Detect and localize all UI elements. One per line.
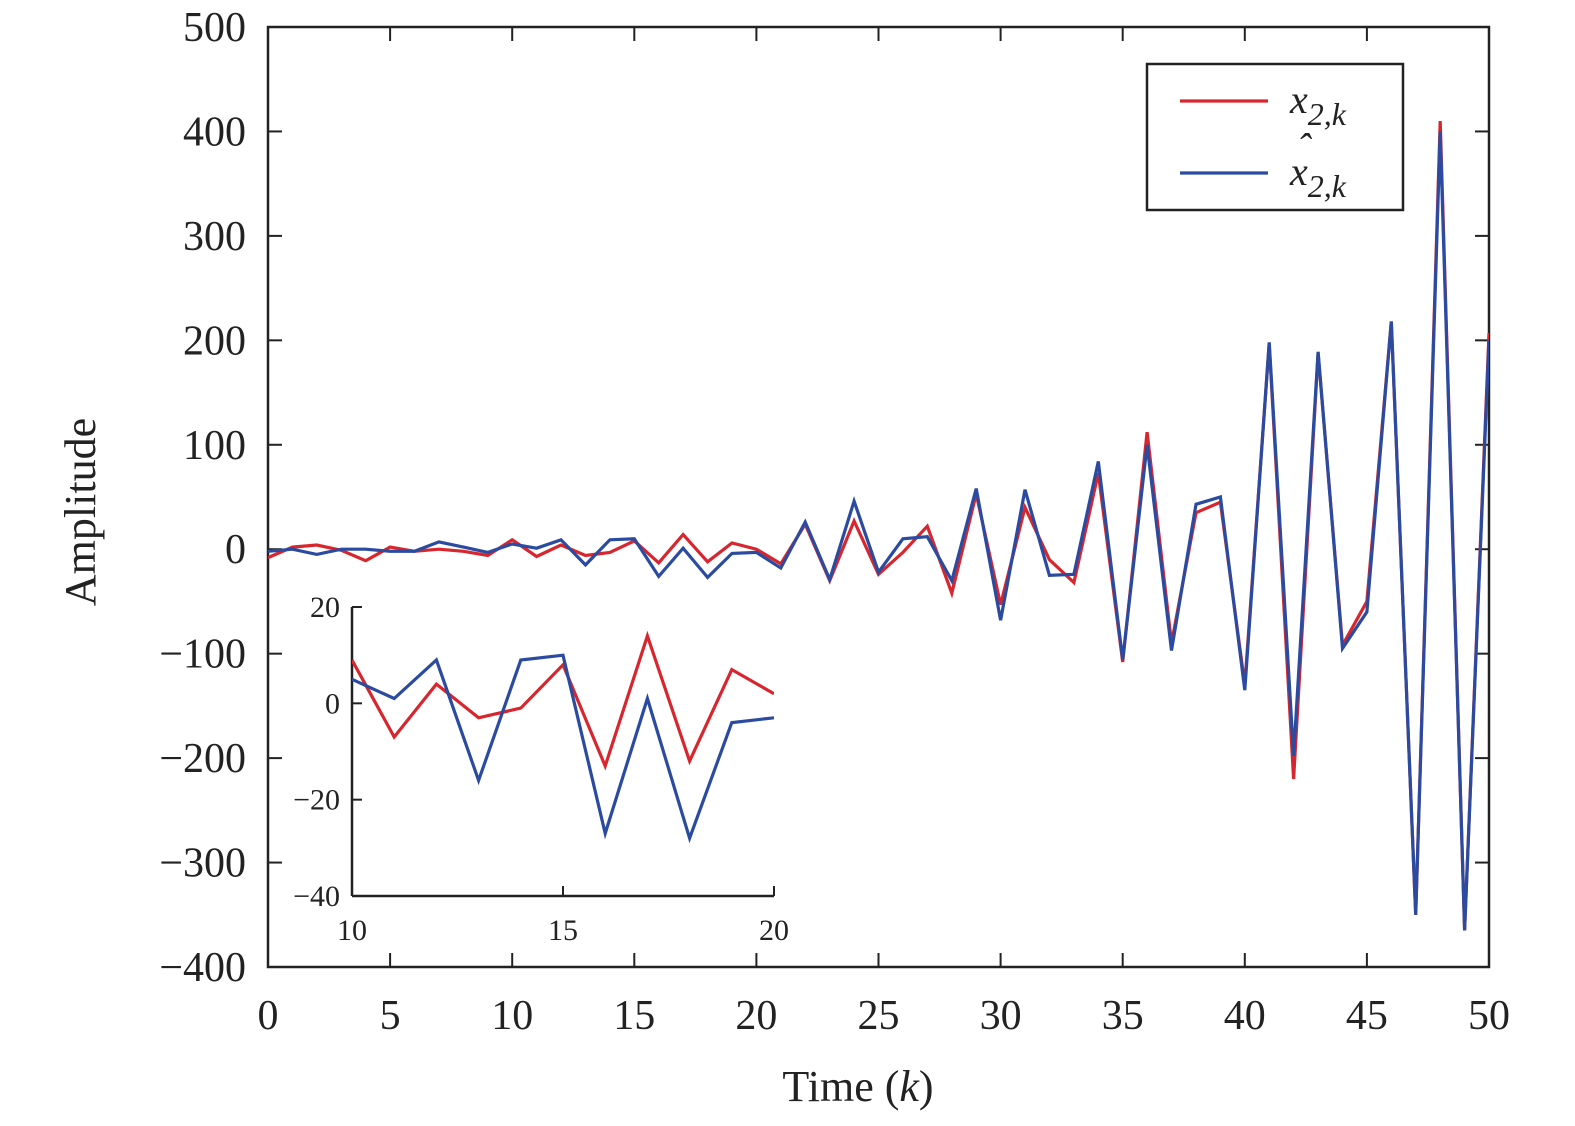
main-y-tick-label: 500: [183, 5, 246, 51]
inset-background: [352, 607, 774, 896]
inset-y-tick-label: 0: [325, 687, 340, 720]
main-x-tick-label: 0: [258, 993, 279, 1039]
x-axis-label: Time (k): [782, 1062, 933, 1111]
x-axis-label-var: k: [899, 1062, 920, 1111]
main-y-tick-label: −100: [159, 632, 246, 678]
main-x-tick-label: 35: [1102, 993, 1144, 1039]
inset-x-tick-label: 10: [337, 914, 367, 947]
x-axis-label-text: Time: [782, 1062, 873, 1111]
legend-subscript: 2,k: [1308, 96, 1347, 132]
main-y-tick-label: 0: [225, 527, 246, 573]
main-x-tick-label: 5: [380, 993, 401, 1039]
legend-var: x: [1289, 149, 1308, 194]
y-axis-label: Amplitude: [56, 418, 105, 606]
main-x-tick-label: 30: [980, 993, 1022, 1039]
main-x-tick-label: 15: [613, 993, 655, 1039]
legend-hat: ˆ: [1297, 125, 1312, 170]
main-y-tick-label: −400: [159, 945, 246, 991]
main-x-tick-label: 10: [491, 993, 533, 1039]
legend-var: x: [1289, 77, 1308, 122]
main-x-tick-label: 40: [1224, 993, 1266, 1039]
main-plot: 0 5 10 15 20 25 30 35 40 45 505004003002001000−100…: [159, 5, 1510, 1039]
main-y-tick-label: −300: [159, 841, 246, 887]
main-y-tick-label: 200: [183, 318, 246, 364]
inset-x-tick-label: 20: [759, 914, 789, 947]
main-y-tick-label: 100: [183, 423, 246, 469]
main-x-tick-label: 25: [858, 993, 900, 1039]
main-y-tick-label: −200: [159, 736, 246, 782]
main-x-tick-label: 45: [1346, 993, 1388, 1039]
inset-x-tick-label: 15: [548, 914, 578, 947]
inset-y-tick-label: −20: [293, 784, 340, 817]
main-y-tick-label: 400: [183, 109, 246, 155]
inset-y-tick-label: −40: [293, 880, 340, 913]
main-x-tick-label: 20: [735, 993, 777, 1039]
main-x-tick-label: 50: [1468, 993, 1510, 1039]
inset-plot: 10 15 20 20 0 −20 −40: [293, 591, 789, 947]
legend: x2,kx2,kˆ: [1145, 62, 1405, 212]
inset-series-true-line: [352, 630, 774, 771]
main-series-estimate-line: [268, 131, 1489, 931]
legend-label-true: x2,k: [1289, 77, 1347, 132]
inset-series-estimate-line: [352, 653, 774, 844]
main-y-tick-label: 300: [183, 214, 246, 260]
legend-subscript: 2,k: [1308, 168, 1347, 204]
legend-box: [1145, 62, 1405, 212]
legend-label-estimate: x2,k: [1289, 149, 1347, 204]
inset-y-tick-label: 20: [310, 591, 340, 624]
